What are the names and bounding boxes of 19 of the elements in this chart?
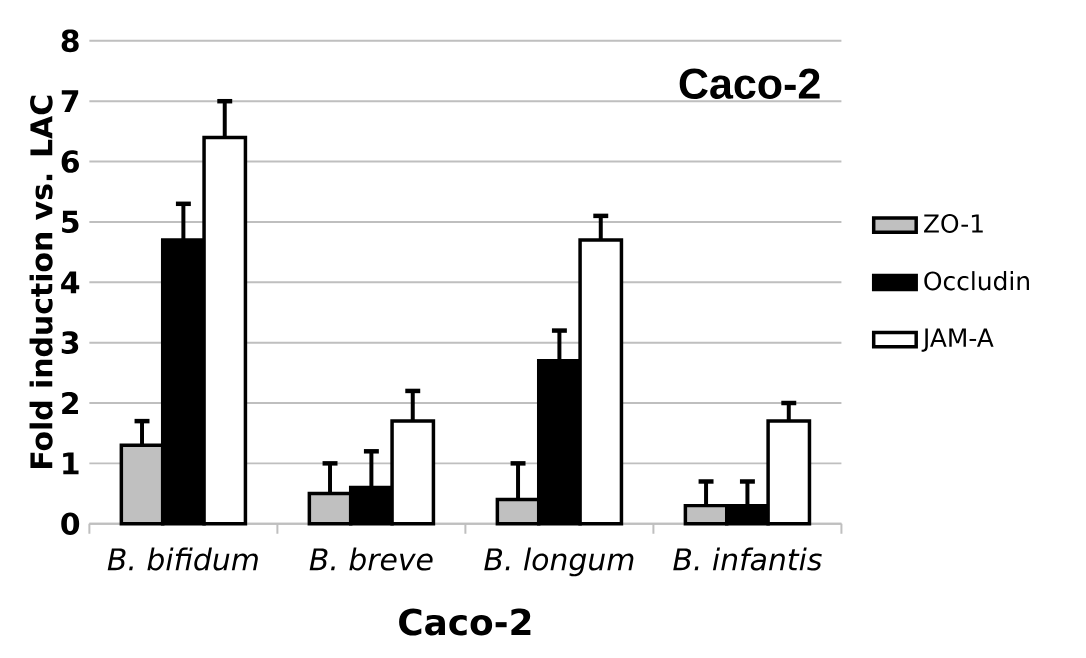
y-tick-label: 0 <box>61 512 80 536</box>
x-axis-title: Caco-2 <box>399 608 531 636</box>
legend-label: ZO-1 <box>924 214 983 233</box>
x-tick-label: B. bifidum <box>107 547 258 571</box>
y-tick-label: 4 <box>61 271 80 294</box>
y-tick-label: 6 <box>61 150 79 173</box>
y-tick-label: 5 <box>62 210 79 234</box>
y-tick-label: 8 <box>61 29 79 53</box>
legend-label: JAM-A <box>921 328 994 352</box>
y-tick-label: 3 <box>61 331 79 354</box>
legend-label: Occludin <box>924 271 1029 291</box>
x-tick-label: B. breve <box>309 547 433 571</box>
y-tick-label: 1 <box>63 452 79 475</box>
chart-title: Caco-2 <box>679 68 820 99</box>
y-axis-title: Fold induction vs. LAC <box>29 95 53 468</box>
x-tick-label: B. infantis <box>673 547 822 571</box>
x-tick-label: B. longum <box>484 547 634 577</box>
y-tick-label: 7 <box>61 90 79 113</box>
y-tick-label: 2 <box>62 391 78 415</box>
